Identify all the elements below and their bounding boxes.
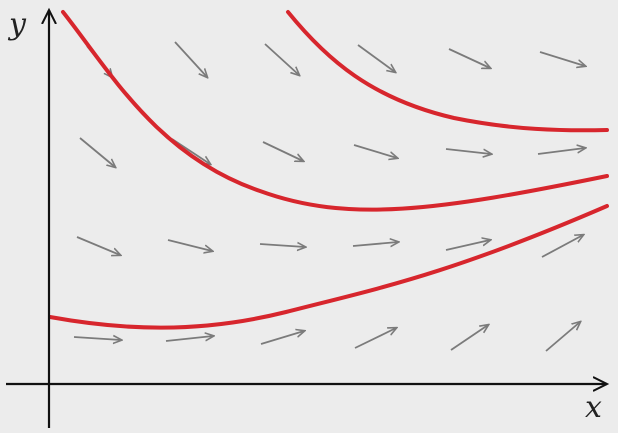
field-arrow <box>357 44 395 72</box>
field-arrow <box>445 240 490 251</box>
field-arrow <box>264 43 299 75</box>
field-arrow <box>76 236 120 255</box>
field-arrow <box>73 337 121 340</box>
field-arrow <box>541 235 583 258</box>
field-arrow <box>539 51 585 66</box>
field-arrow <box>352 242 398 246</box>
solution-curve-1 <box>48 204 609 330</box>
solution-curves <box>48 10 609 330</box>
field-arrow <box>450 325 488 351</box>
solution-curve-3 <box>286 10 609 133</box>
direction-arrows <box>73 41 585 352</box>
x-axis-label: x <box>585 390 602 425</box>
y-axis-label: y <box>7 7 27 42</box>
field-arrow <box>448 48 490 68</box>
field-arrow <box>260 331 304 345</box>
field-arrow <box>537 148 585 155</box>
field-arrow <box>353 144 397 158</box>
axes <box>6 10 607 428</box>
field-arrow <box>167 239 212 251</box>
field-arrow <box>174 41 207 77</box>
field-arrow <box>445 148 491 154</box>
field-arrow <box>545 322 580 352</box>
field-arrow <box>354 328 396 349</box>
field-arrow <box>171 138 210 164</box>
field-arrow <box>165 336 213 342</box>
field-arrow <box>79 137 115 167</box>
solution-curve-2 <box>61 10 609 212</box>
field-arrow <box>262 141 303 161</box>
field-arrow <box>259 244 305 247</box>
